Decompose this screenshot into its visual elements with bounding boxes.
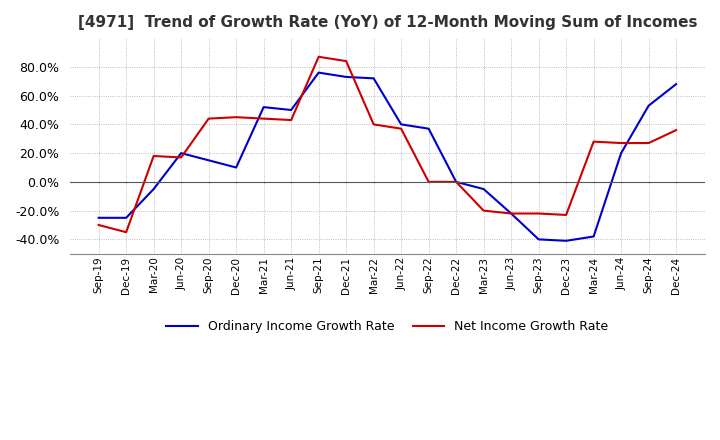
Ordinary Income Growth Rate — [232, 165, 240, 170]
Ordinary Income Growth Rate — [644, 103, 653, 108]
Ordinary Income Growth Rate — [562, 238, 570, 243]
Ordinary Income Growth Rate — [589, 234, 598, 239]
Ordinary Income Growth Rate — [617, 150, 626, 156]
Legend: Ordinary Income Growth Rate, Net Income Growth Rate: Ordinary Income Growth Rate, Net Income … — [161, 315, 613, 338]
Ordinary Income Growth Rate — [452, 179, 461, 184]
Ordinary Income Growth Rate — [204, 158, 213, 163]
Line: Net Income Growth Rate: Net Income Growth Rate — [99, 57, 676, 232]
Net Income Growth Rate — [204, 116, 213, 121]
Ordinary Income Growth Rate — [397, 122, 405, 127]
Net Income Growth Rate — [177, 155, 186, 160]
Ordinary Income Growth Rate — [122, 215, 130, 220]
Net Income Growth Rate — [342, 59, 351, 64]
Ordinary Income Growth Rate — [369, 76, 378, 81]
Ordinary Income Growth Rate — [424, 126, 433, 131]
Net Income Growth Rate — [259, 116, 268, 121]
Net Income Growth Rate — [589, 139, 598, 144]
Net Income Growth Rate — [617, 140, 626, 146]
Net Income Growth Rate — [424, 179, 433, 184]
Ordinary Income Growth Rate — [480, 187, 488, 192]
Net Income Growth Rate — [397, 126, 405, 131]
Net Income Growth Rate — [287, 117, 295, 123]
Net Income Growth Rate — [507, 211, 516, 216]
Net Income Growth Rate — [122, 230, 130, 235]
Ordinary Income Growth Rate — [507, 211, 516, 216]
Net Income Growth Rate — [149, 154, 158, 159]
Ordinary Income Growth Rate — [94, 215, 103, 220]
Net Income Growth Rate — [232, 114, 240, 120]
Ordinary Income Growth Rate — [259, 104, 268, 110]
Net Income Growth Rate — [562, 212, 570, 217]
Net Income Growth Rate — [672, 128, 680, 133]
Title: [4971]  Trend of Growth Rate (YoY) of 12-Month Moving Sum of Incomes: [4971] Trend of Growth Rate (YoY) of 12-… — [78, 15, 697, 30]
Ordinary Income Growth Rate — [287, 107, 295, 113]
Net Income Growth Rate — [452, 179, 461, 184]
Ordinary Income Growth Rate — [342, 74, 351, 80]
Net Income Growth Rate — [534, 211, 543, 216]
Ordinary Income Growth Rate — [315, 70, 323, 75]
Ordinary Income Growth Rate — [177, 150, 186, 156]
Net Income Growth Rate — [315, 54, 323, 59]
Net Income Growth Rate — [369, 122, 378, 127]
Ordinary Income Growth Rate — [672, 81, 680, 87]
Net Income Growth Rate — [94, 222, 103, 227]
Ordinary Income Growth Rate — [149, 187, 158, 192]
Net Income Growth Rate — [480, 208, 488, 213]
Ordinary Income Growth Rate — [534, 237, 543, 242]
Line: Ordinary Income Growth Rate: Ordinary Income Growth Rate — [99, 73, 676, 241]
Net Income Growth Rate — [644, 140, 653, 146]
